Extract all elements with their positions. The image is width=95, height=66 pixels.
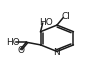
Text: O: O: [17, 46, 24, 55]
Text: HO: HO: [39, 18, 53, 27]
Text: N: N: [54, 48, 60, 57]
Text: HO: HO: [6, 38, 20, 47]
Text: Cl: Cl: [61, 12, 70, 22]
